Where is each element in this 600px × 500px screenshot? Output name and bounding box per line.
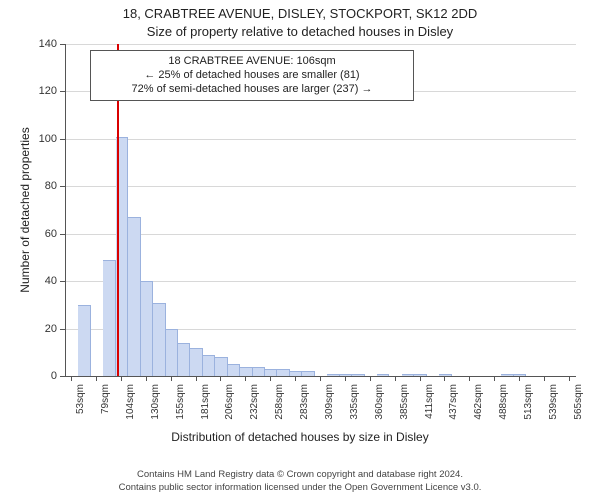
ytick-label: 120 <box>27 85 57 97</box>
histogram-bar <box>228 364 240 376</box>
histogram-bar <box>265 369 277 376</box>
xtick-label: 488sqm <box>498 384 509 424</box>
chart-title-main: 18, CRABTREE AVENUE, DISLEY, STOCKPORT, … <box>0 6 600 21</box>
ytick-mark <box>60 44 65 45</box>
ytick-label: 0 <box>27 370 57 382</box>
ytick-label: 20 <box>27 323 57 335</box>
xtick-label: 385sqm <box>399 384 410 424</box>
histogram-bar <box>277 369 289 376</box>
copyright-line2: Contains public sector information licen… <box>0 482 600 494</box>
histogram-bar <box>178 343 190 376</box>
x-axis-label: Distribution of detached houses by size … <box>0 430 600 444</box>
xtick-label: 360sqm <box>374 384 385 424</box>
y-axis-label: Number of detached properties <box>18 120 32 300</box>
ytick-mark <box>60 329 65 330</box>
xtick-mark <box>519 376 520 381</box>
histogram-bar <box>141 281 153 376</box>
xtick-mark <box>220 376 221 381</box>
xtick-label: 411sqm <box>424 384 435 424</box>
xtick-label: 513sqm <box>523 384 534 424</box>
xtick-mark <box>420 376 421 381</box>
ytick-mark <box>60 139 65 140</box>
xtick-label: 130sqm <box>150 384 161 424</box>
xtick-label: 462sqm <box>473 384 484 424</box>
xtick-label: 539sqm <box>548 384 559 424</box>
ytick-mark <box>60 186 65 187</box>
histogram-bar <box>153 303 165 377</box>
histogram-bar <box>377 374 389 376</box>
histogram-bar <box>103 260 115 376</box>
xtick-label: 79sqm <box>100 384 111 424</box>
xtick-mark <box>494 376 495 381</box>
gridline <box>66 186 576 187</box>
annotation-line2: ← 25% of detached houses are smaller (81… <box>97 69 407 83</box>
xtick-label: 335sqm <box>349 384 360 424</box>
histogram-bar <box>501 374 513 376</box>
histogram-bar <box>327 374 339 376</box>
histogram-bar <box>290 371 302 376</box>
xtick-label: 155sqm <box>175 384 186 424</box>
xtick-mark <box>245 376 246 381</box>
gridline <box>66 234 576 235</box>
xtick-mark <box>345 376 346 381</box>
xtick-label: 258sqm <box>274 384 285 424</box>
annotation-line3: 72% of semi-detached houses are larger (… <box>97 83 407 97</box>
xtick-label: 283sqm <box>299 384 310 424</box>
xtick-mark <box>146 376 147 381</box>
xtick-mark <box>544 376 545 381</box>
ytick-label: 140 <box>27 38 57 50</box>
ytick-mark <box>60 376 65 377</box>
gridline <box>66 44 576 45</box>
xtick-mark <box>444 376 445 381</box>
gridline <box>66 139 576 140</box>
xtick-mark <box>96 376 97 381</box>
histogram-bar <box>78 305 90 376</box>
property-size-chart: 18, CRABTREE AVENUE, DISLEY, STOCKPORT, … <box>0 0 600 500</box>
xtick-label: 181sqm <box>200 384 211 424</box>
xtick-mark <box>469 376 470 381</box>
xtick-mark <box>295 376 296 381</box>
copyright-text: Contains HM Land Registry data © Crown c… <box>0 469 600 494</box>
xtick-mark <box>71 376 72 381</box>
histogram-bar <box>253 367 265 376</box>
xtick-label: 437sqm <box>448 384 459 424</box>
histogram-bar <box>166 329 178 376</box>
histogram-bar <box>340 374 352 376</box>
histogram-bar <box>514 374 526 376</box>
xtick-label: 53sqm <box>75 384 86 424</box>
histogram-bar <box>302 371 314 376</box>
ytick-mark <box>60 234 65 235</box>
copyright-line1: Contains HM Land Registry data © Crown c… <box>0 469 600 481</box>
chart-title-sub: Size of property relative to detached ho… <box>0 24 600 39</box>
histogram-bar <box>128 217 140 376</box>
xtick-label: 104sqm <box>125 384 136 424</box>
histogram-bar <box>240 367 252 376</box>
ytick-mark <box>60 281 65 282</box>
xtick-label: 565sqm <box>573 384 584 424</box>
xtick-mark <box>569 376 570 381</box>
annotation-line1: 18 CRABTREE AVENUE: 106sqm <box>97 55 407 69</box>
xtick-mark <box>196 376 197 381</box>
xtick-mark <box>370 376 371 381</box>
xtick-mark <box>395 376 396 381</box>
xtick-mark <box>320 376 321 381</box>
xtick-label: 206sqm <box>224 384 235 424</box>
xtick-mark <box>121 376 122 381</box>
xtick-label: 232sqm <box>249 384 260 424</box>
histogram-bar <box>414 374 426 376</box>
xtick-mark <box>171 376 172 381</box>
histogram-bar <box>352 374 364 376</box>
histogram-bar <box>215 357 227 376</box>
histogram-bar <box>439 374 451 376</box>
annotation-box: 18 CRABTREE AVENUE: 106sqm ← 25% of deta… <box>90 50 414 101</box>
ytick-mark <box>60 91 65 92</box>
xtick-mark <box>270 376 271 381</box>
histogram-bar <box>203 355 215 376</box>
histogram-bar <box>402 374 414 376</box>
histogram-bar <box>190 348 202 376</box>
xtick-label: 309sqm <box>324 384 335 424</box>
